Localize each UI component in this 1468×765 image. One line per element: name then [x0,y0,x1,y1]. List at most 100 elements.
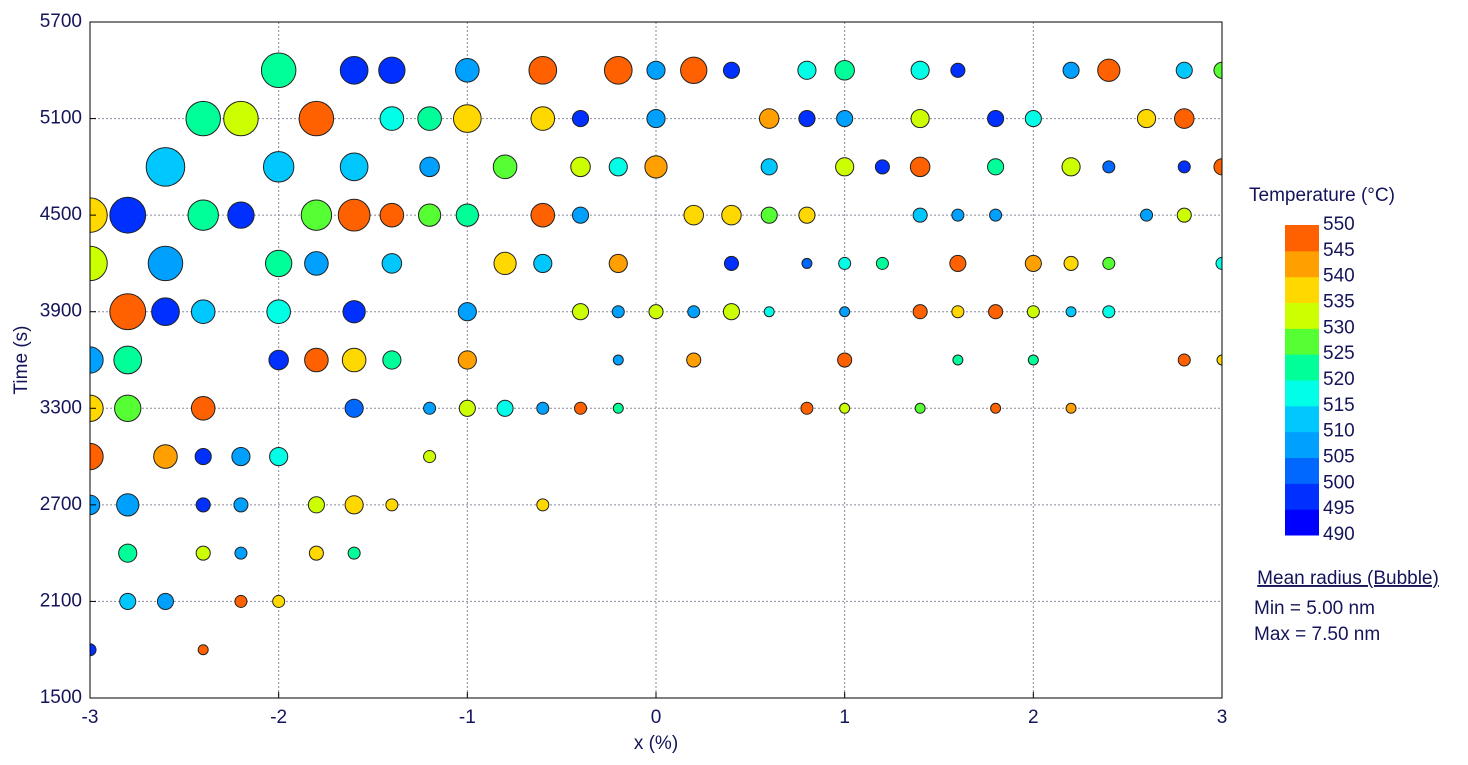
bubble [952,354,964,366]
colorbar-band [1285,483,1319,510]
bubble [834,60,855,81]
bubble [90,346,104,374]
bubble [496,399,514,417]
bubble [989,208,1003,222]
bubble [574,401,588,415]
bubble [417,203,442,227]
size-legend-min: Min = 5.00 nm [1254,598,1375,619]
y-tick-label: 2100 [40,590,82,611]
bubble [339,152,369,182]
bubble [234,546,248,560]
bubble [234,594,248,608]
x-tick-label: 0 [651,707,662,728]
bubble [268,349,289,371]
bubble [114,394,142,422]
bubble [1177,160,1191,174]
bubble [612,402,624,414]
bubble [914,402,926,414]
y-tick-label: 3900 [40,301,82,322]
bubble [683,204,704,226]
colorbar-band [1285,431,1319,458]
bubble [493,251,517,276]
bubble [379,202,405,228]
bubble [1136,108,1157,129]
bubble [987,158,1005,176]
bubble [423,401,437,415]
bubble [458,399,476,417]
bubble [1176,207,1192,223]
bubble [648,304,664,320]
bubble [687,305,701,319]
bubble [760,206,778,224]
x-tick-label: -3 [82,707,99,728]
bubble [1026,305,1040,319]
bubble [1102,305,1116,319]
bubble [1177,353,1191,367]
bubble [298,100,335,137]
bubble [223,100,259,137]
bubble [912,207,928,223]
y-tick-label: 3300 [40,397,82,418]
bubble [455,203,479,227]
x-tick-label: 1 [839,707,850,728]
bubble [419,156,440,178]
colorbar-title: Temperature (°C) [1249,185,1395,206]
bubble [382,350,402,370]
bubble [530,202,556,228]
colorbar-tick-label: 535 [1323,292,1355,313]
bubble [339,55,369,85]
bubble [195,545,211,561]
colorbar: 490 495 500 505 510 515 520 525 530 535 540 545 550 [1285,214,1355,545]
bubble [1175,61,1193,79]
colorbar-tick-label: 495 [1323,498,1355,519]
bubble [686,352,702,368]
bubble [988,304,1004,320]
bubble [646,108,666,129]
bubble [300,199,333,231]
bubble [385,498,399,512]
size-legend-title: Mean radius (Bubble) [1257,568,1439,589]
bubble [1024,110,1042,128]
bubble [1065,402,1077,414]
colorbar-tick-label: 530 [1323,317,1355,338]
colorbar-band [1285,354,1319,381]
bubble [608,157,628,177]
bubble [987,110,1005,128]
bubble [197,644,209,656]
x-tick-label: -1 [459,707,476,728]
bubble [307,496,325,514]
bubble [266,299,291,325]
bubble [571,303,590,321]
colorbar-tick-label: 525 [1323,343,1355,364]
bubble [533,253,553,274]
bubble [1140,208,1154,222]
bubble [723,255,740,271]
bubble [797,60,817,80]
bubble [763,306,775,318]
bubble [835,157,855,177]
bubble [457,350,477,370]
bubble [909,156,931,178]
bubble [337,198,371,232]
bubble [187,199,219,231]
colorbar-tick-label: 500 [1323,472,1355,493]
bubble [1216,354,1222,366]
colorbar-tick-label: 490 [1323,524,1355,545]
bubble [347,546,361,560]
bubble [798,206,816,224]
bubble [875,256,889,270]
bubble [304,347,329,373]
colorbar-tick-label: 520 [1323,369,1355,390]
bubbles [90,52,1222,657]
bubble [342,300,366,324]
bubble [260,52,297,89]
bubble [344,398,364,418]
bubble [611,305,625,319]
bubble [304,251,329,276]
bubble [272,594,286,608]
bubble [798,110,816,128]
bubble [801,257,813,269]
colorbar-tick-label: 505 [1323,447,1355,468]
bubble [156,592,175,610]
bubble [1062,61,1080,79]
